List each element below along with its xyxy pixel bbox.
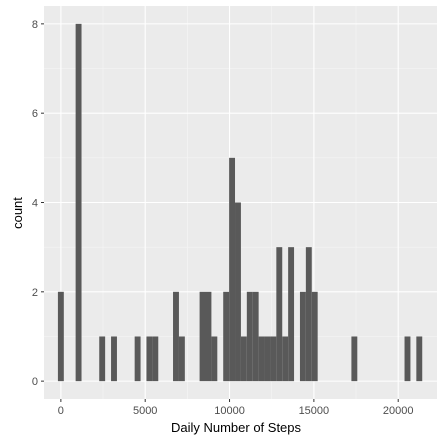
x-tick-label: 0 — [58, 405, 64, 417]
histogram-bar — [240, 336, 247, 382]
x-tick-label: 15000 — [299, 405, 330, 417]
y-tick-label: 8 — [32, 19, 38, 31]
y-axis-title: count — [10, 197, 25, 229]
histogram-bar — [178, 336, 185, 382]
y-axis: 0 2 4 6 8 — [32, 19, 44, 388]
histogram-bar — [305, 247, 312, 382]
y-tick-label: 2 — [32, 287, 38, 299]
histogram-bar — [75, 23, 82, 382]
histogram-bar — [146, 336, 153, 382]
y-tick-label: 4 — [32, 198, 38, 210]
x-tick-label: 10000 — [214, 405, 245, 417]
histogram-bars — [57, 23, 423, 382]
histogram-bar — [223, 291, 230, 382]
histogram-bar — [288, 247, 295, 382]
histogram-bar — [111, 336, 117, 382]
x-axis-title: Daily Number of Steps — [171, 420, 302, 435]
histogram-bar — [264, 336, 271, 382]
histogram-bar — [235, 202, 241, 382]
x-tick-label: 5000 — [133, 405, 157, 417]
histogram-bar — [57, 291, 64, 382]
histogram-bar — [246, 291, 253, 382]
histogram-bar — [99, 336, 106, 382]
y-tick-label: 0 — [32, 376, 38, 388]
x-axis: 0 5000 10000 15000 20000 — [58, 399, 414, 417]
histogram-bar — [211, 336, 218, 382]
histogram-bar — [404, 336, 411, 382]
x-tick-label: 20000 — [383, 405, 414, 417]
histogram-bar — [205, 291, 212, 382]
histogram-bar — [252, 291, 259, 382]
histogram-bar — [173, 291, 179, 382]
y-tick-label: 6 — [32, 108, 38, 120]
histogram-bar — [299, 291, 306, 382]
histogram-bar — [152, 336, 159, 382]
histogram-bar — [416, 336, 423, 382]
histogram-bar — [311, 291, 318, 382]
histogram-bar — [258, 336, 265, 382]
histogram-bar — [270, 336, 277, 382]
histogram-bar — [199, 291, 206, 382]
histogram-bar — [134, 336, 141, 382]
histogram-bar — [229, 157, 236, 382]
histogram-bar — [282, 336, 289, 382]
histogram-bar — [351, 336, 358, 382]
histogram-bar — [276, 247, 283, 382]
